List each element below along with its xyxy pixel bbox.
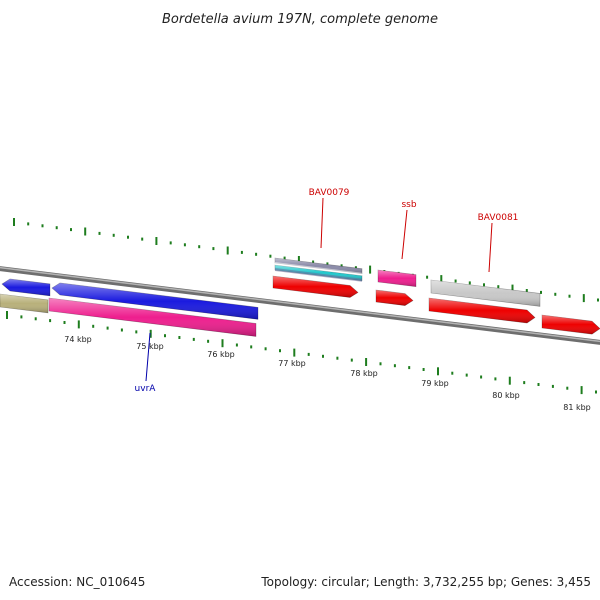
gene-label-bav0079-text: BAV0079: [309, 188, 350, 198]
gene-blue-a-shading: [2, 278, 50, 296]
ruler-label-74: 74 kbp: [64, 335, 92, 344]
map-title: Bordetella avium 197N, complete genome: [162, 12, 438, 27]
kbp-ruler: 74 kbp 75 kbp 76 kbp 77 kbp 78 kbp 79 kb…: [64, 335, 591, 412]
gene-label-uvra[interactable]: uvrA: [135, 332, 157, 394]
ruler-label-80: 80 kbp: [492, 391, 520, 400]
gene-label-ssb[interactable]: ssb: [401, 200, 417, 260]
ruler-label-79: 79 kbp: [421, 379, 449, 388]
accession-text: Accession: NC_010645: [9, 575, 145, 589]
genome-summary-text: Topology: circular; Length: 3,732,255 bp…: [260, 575, 591, 589]
gene-grey-stack-stripe: [275, 268, 362, 282]
gene-pink-a-shading: [49, 298, 256, 337]
gene-grey-stack-shading: [275, 258, 362, 274]
gene-grey-stack-stripe: [275, 262, 362, 276]
gene-pink-b-shading: [378, 270, 416, 287]
gene-label-bav0081-text: BAV0081: [478, 213, 519, 223]
gene-red-b-shading: [376, 290, 413, 306]
gene-red-a-shading: [273, 276, 358, 298]
gene-label-bav0079[interactable]: BAV0079: [309, 188, 350, 249]
gene-label-ssb-text: ssb: [401, 200, 416, 210]
ruler-label-78: 78 kbp: [350, 369, 378, 378]
gene-label-uvra-text: uvrA: [135, 384, 157, 394]
ruler-label-76: 76 kbp: [207, 350, 235, 359]
feature-track: [0, 257, 600, 337]
genome-backbone: [0, 266, 600, 345]
gene-label-bav0081[interactable]: BAV0081: [478, 213, 519, 273]
gene-grey-shading: [431, 280, 540, 307]
ruler-label-77: 77 kbp: [278, 359, 306, 368]
ruler-label-81: 81 kbp: [563, 403, 591, 412]
gene-olive-shading: [0, 294, 48, 313]
gene-red-c-shading: [429, 298, 535, 324]
gene-red-d-shading: [542, 315, 600, 335]
inner-tick-ring: [6, 311, 597, 395]
gene-blue-b-shading: [52, 282, 258, 320]
ruler-label-75: 75 kbp: [136, 342, 164, 351]
